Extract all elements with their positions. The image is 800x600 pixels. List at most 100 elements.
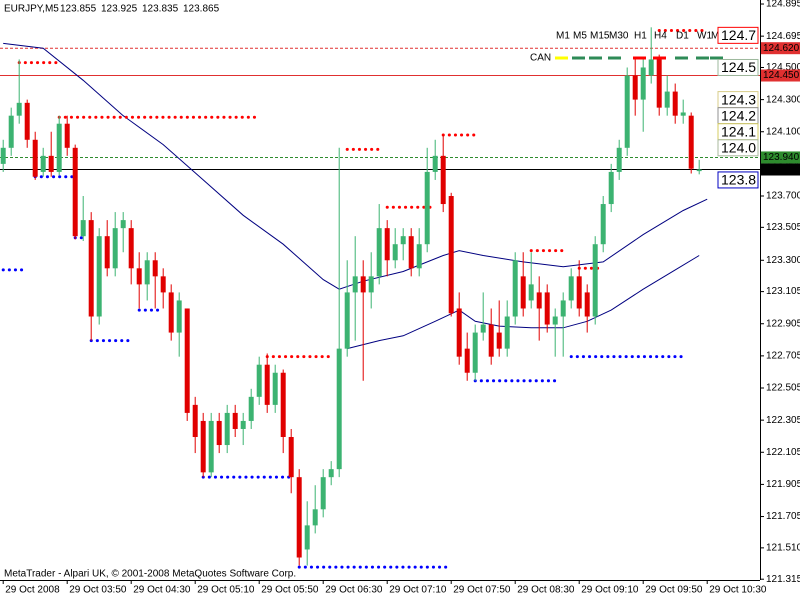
candle-body (336, 348, 342, 470)
candle-body (552, 316, 558, 325)
last-open: 123.855 (60, 4, 97, 15)
indicator-level: 124.7 (721, 27, 756, 43)
indicator-level-box (717, 26, 759, 44)
candle-body (224, 412, 230, 446)
candle-body (664, 91, 670, 108)
x-tick-label: 29 Oct 07:10 (389, 585, 447, 596)
candle-body (496, 332, 502, 349)
candle-body (536, 292, 542, 309)
footer: MetaTrader - Alpari UK, © 2001-2008 Meta… (4, 569, 296, 580)
candle-body (88, 220, 94, 317)
candle-body (448, 196, 454, 314)
candle-body (576, 276, 582, 309)
y-tick-label: 123.700 (766, 191, 800, 202)
candle-body (480, 324, 486, 333)
indicator-level-box (717, 139, 759, 157)
timeframe-label: M5 (573, 31, 587, 42)
y-tick-label: 121.510 (766, 543, 800, 554)
candle-body (528, 284, 534, 301)
candle-body (280, 372, 286, 438)
y-tick-label: 124.300 (766, 94, 800, 105)
x-tick-label: 29 Oct 09:50 (645, 585, 703, 596)
y-tick-label: 122.505 (766, 383, 800, 394)
candle-body (8, 115, 14, 148)
candle-body (568, 276, 574, 301)
candle-body (136, 268, 142, 285)
candle-body (56, 123, 62, 172)
y-tick-label: 121.905 (766, 479, 800, 490)
price-line-label: 124.620 (763, 43, 800, 54)
candle-body (168, 292, 174, 333)
candle-body (272, 372, 278, 405)
candle-body (544, 292, 550, 325)
candle-body (192, 404, 198, 438)
candle-body (512, 260, 518, 317)
timeframe-label: H1 (634, 31, 647, 42)
timeframe-label: H4 (654, 31, 667, 42)
candle-body (128, 228, 134, 269)
candle-body (432, 155, 438, 172)
timeframe-label: M1 (556, 31, 570, 42)
timeframe-label: M15 (590, 31, 610, 42)
candle-body (592, 244, 598, 317)
x-tick-label: 29 Oct 10:30 (709, 585, 767, 596)
candle-body (680, 112, 686, 116)
candle-body (616, 147, 622, 172)
candle-body (0, 147, 6, 164)
last-low: 123.835 (142, 4, 179, 15)
candle-body (504, 316, 510, 349)
x-tick-label: 29 Oct 06:30 (325, 585, 383, 596)
candle-body (80, 220, 86, 237)
indicator-level: 124.1 (721, 123, 756, 139)
indicator-level-box (717, 58, 759, 76)
candle-body (24, 102, 30, 140)
candle-body (456, 308, 462, 357)
candle-body (96, 236, 102, 317)
price-line-box (761, 163, 800, 176)
y-tick-label: 124.100 (766, 126, 800, 137)
moving-average (347, 255, 700, 350)
price-line-box (761, 151, 800, 164)
last-high: 123.925 (101, 4, 138, 15)
candle-body (288, 437, 294, 478)
signal-label: CAN (530, 53, 551, 64)
candle-body (352, 276, 358, 293)
x-tick-label: 29 Oct 2008 (5, 585, 60, 596)
candle-body (72, 147, 78, 237)
candle-body (440, 155, 446, 205)
candle-body (200, 420, 206, 473)
candle-body (64, 123, 70, 148)
candle-body (256, 364, 262, 397)
candle-body (384, 228, 390, 261)
candle-body (464, 348, 470, 373)
candle-body (408, 236, 414, 269)
candle-body (104, 236, 110, 269)
x-tick-label: 29 Oct 09:10 (581, 585, 639, 596)
candle-body (328, 469, 334, 478)
candle-body (424, 171, 430, 245)
candle-body (48, 155, 54, 172)
candle-body (640, 67, 646, 100)
y-tick-label: 122.105 (766, 447, 800, 458)
price-line-label: 123.865 (763, 164, 800, 175)
price-line-label: 123.940 (763, 152, 800, 163)
timeframe-label: W1 (697, 31, 712, 42)
y-tick-label: 121.705 (766, 511, 800, 522)
price-line-label: 124.450 (763, 70, 800, 81)
candle-body (656, 59, 662, 108)
candle-body (320, 477, 326, 510)
x-tick-label: 29 Oct 05:10 (197, 585, 255, 596)
candle-body (672, 91, 678, 116)
chart-title: EURJPY,M5 (4, 4, 59, 15)
candle-body (264, 364, 270, 405)
candle-body (648, 59, 654, 76)
candle-body (600, 204, 606, 245)
candle-body (152, 260, 158, 277)
candle-body (112, 228, 118, 269)
candle-body (696, 169, 702, 172)
candle-body (392, 244, 398, 261)
y-tick-label: 123.105 (766, 286, 800, 297)
indicator-level-box (717, 171, 759, 189)
y-tick-label: 121.315 (766, 574, 800, 585)
